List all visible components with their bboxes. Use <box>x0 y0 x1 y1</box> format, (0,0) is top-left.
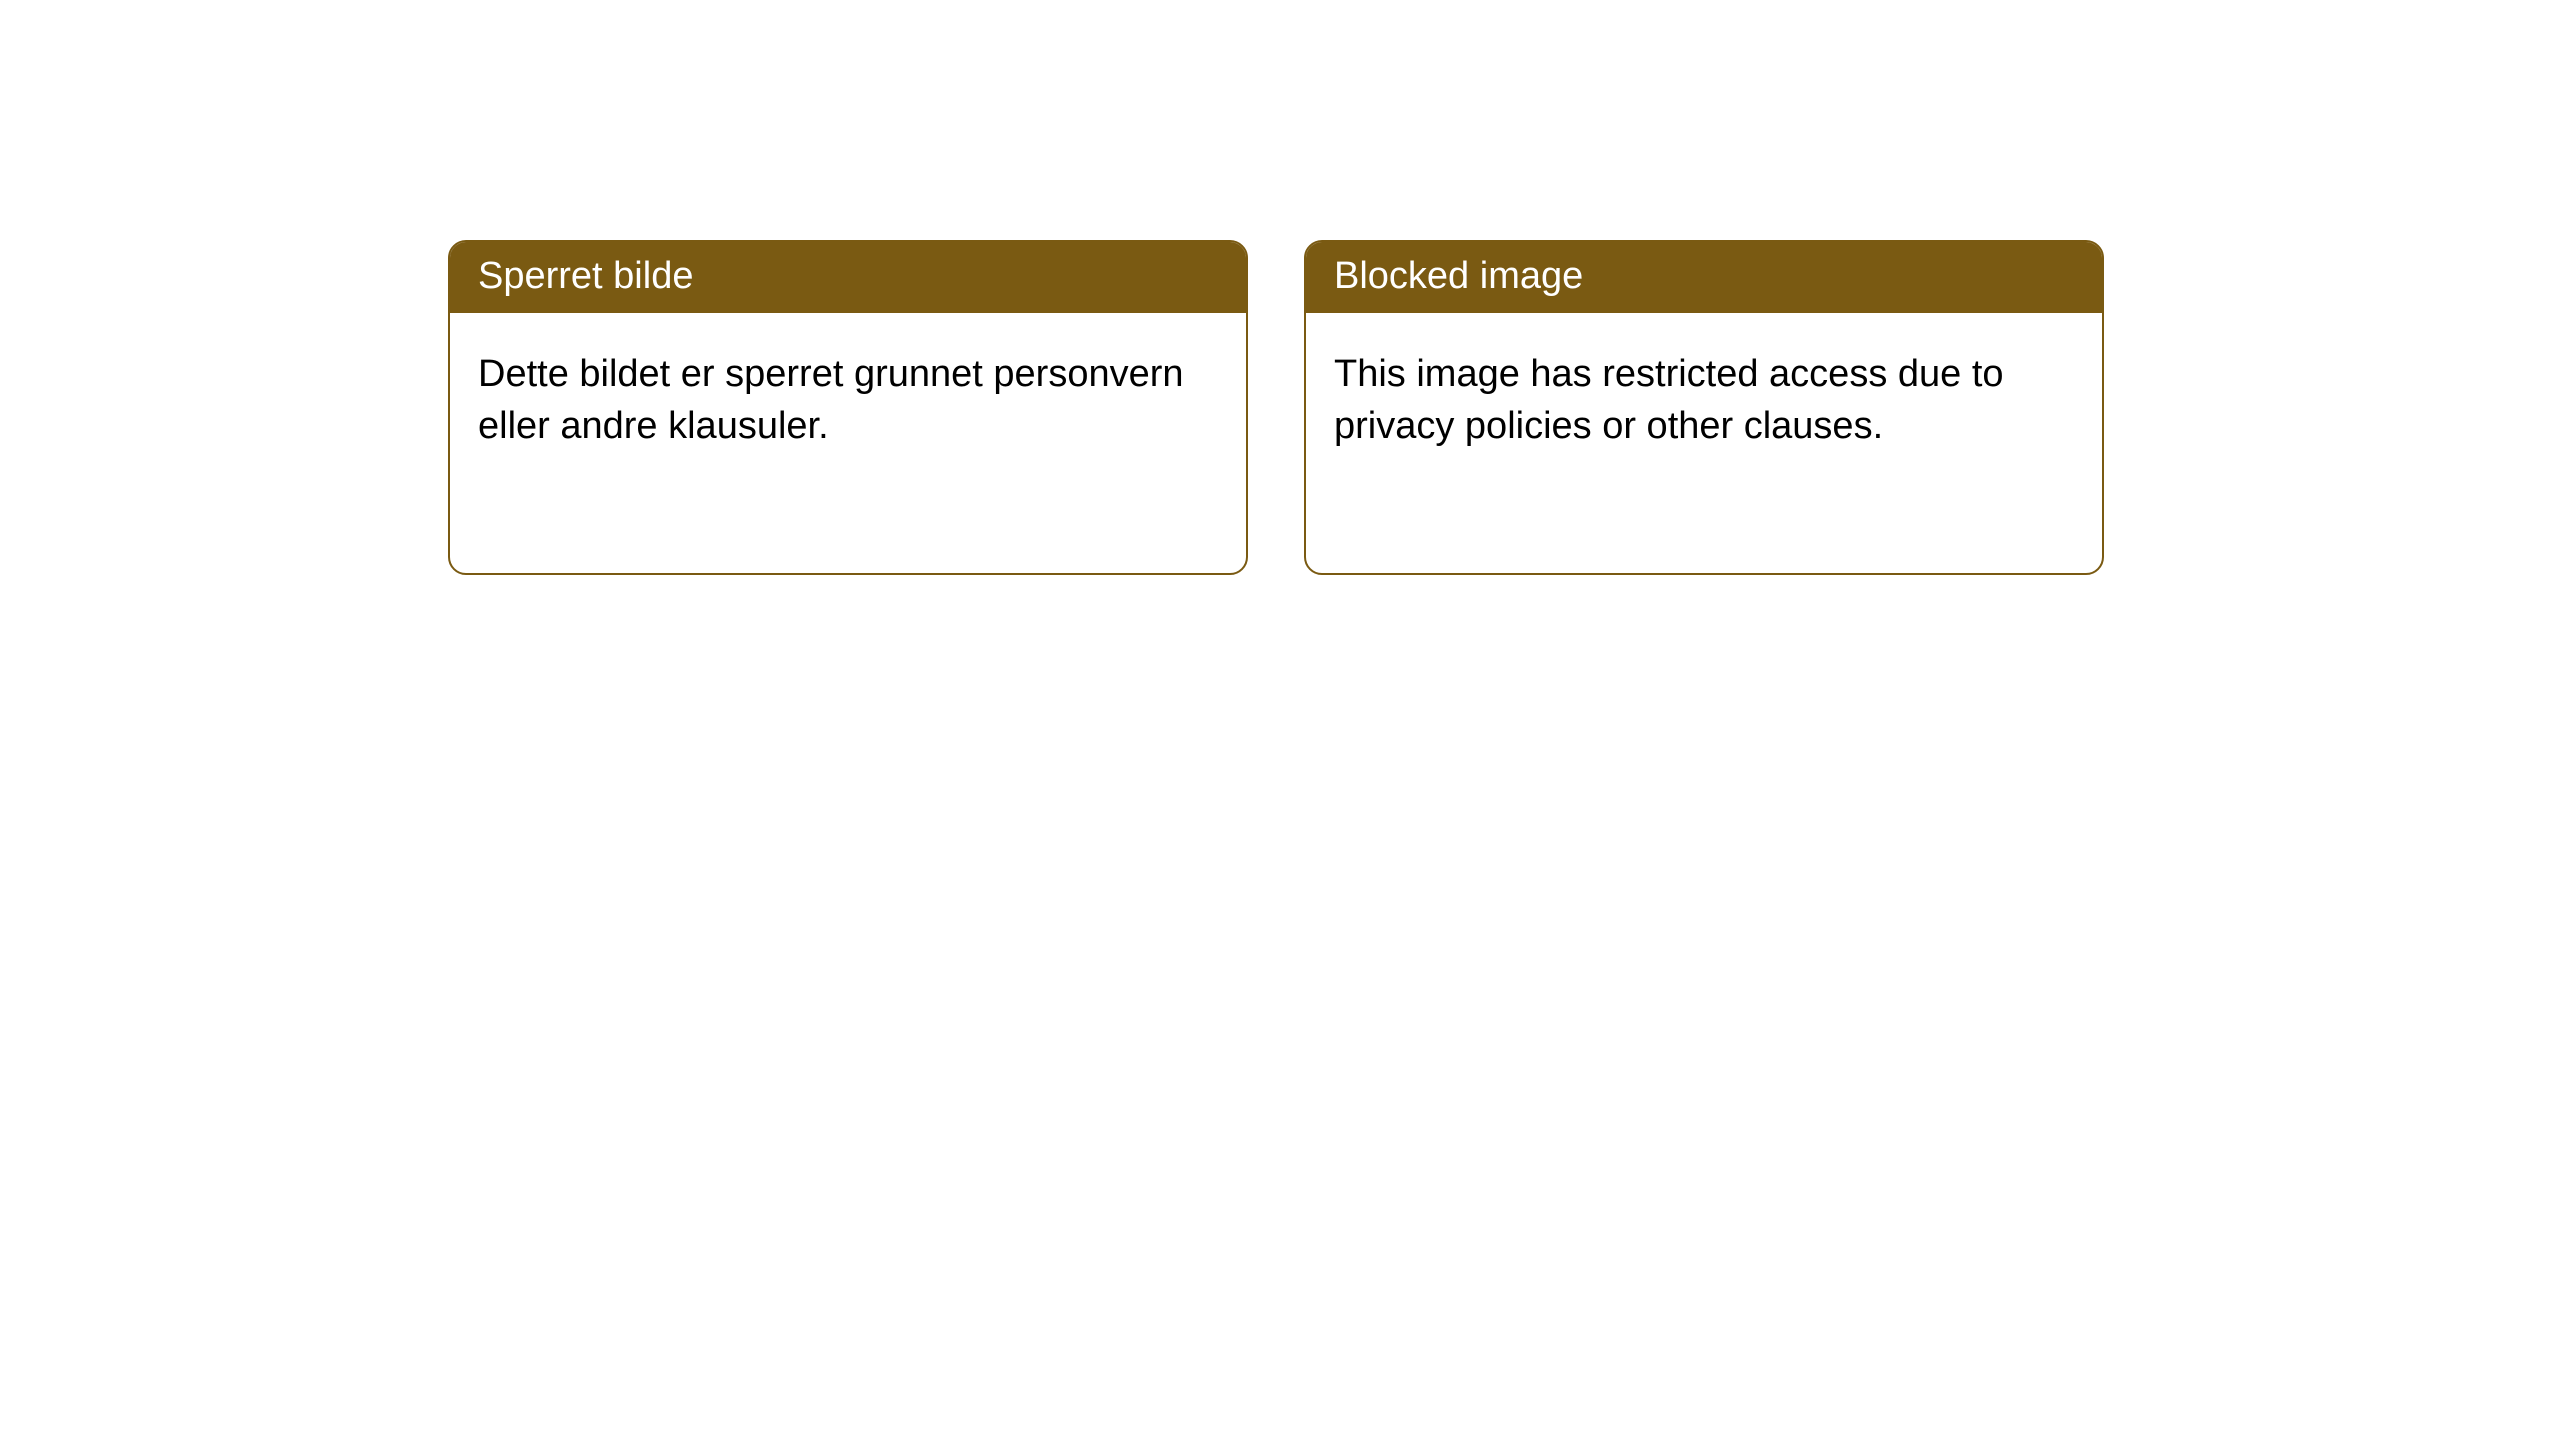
card-body-en: This image has restricted access due to … <box>1306 313 2102 480</box>
card-title-no: Sperret bilde <box>450 242 1246 313</box>
card-body-no: Dette bildet er sperret grunnet personve… <box>450 313 1246 480</box>
notice-cards-row: Sperret bilde Dette bildet er sperret gr… <box>0 0 2560 575</box>
blocked-image-card-en: Blocked image This image has restricted … <box>1304 240 2104 575</box>
blocked-image-card-no: Sperret bilde Dette bildet er sperret gr… <box>448 240 1248 575</box>
card-title-en: Blocked image <box>1306 242 2102 313</box>
